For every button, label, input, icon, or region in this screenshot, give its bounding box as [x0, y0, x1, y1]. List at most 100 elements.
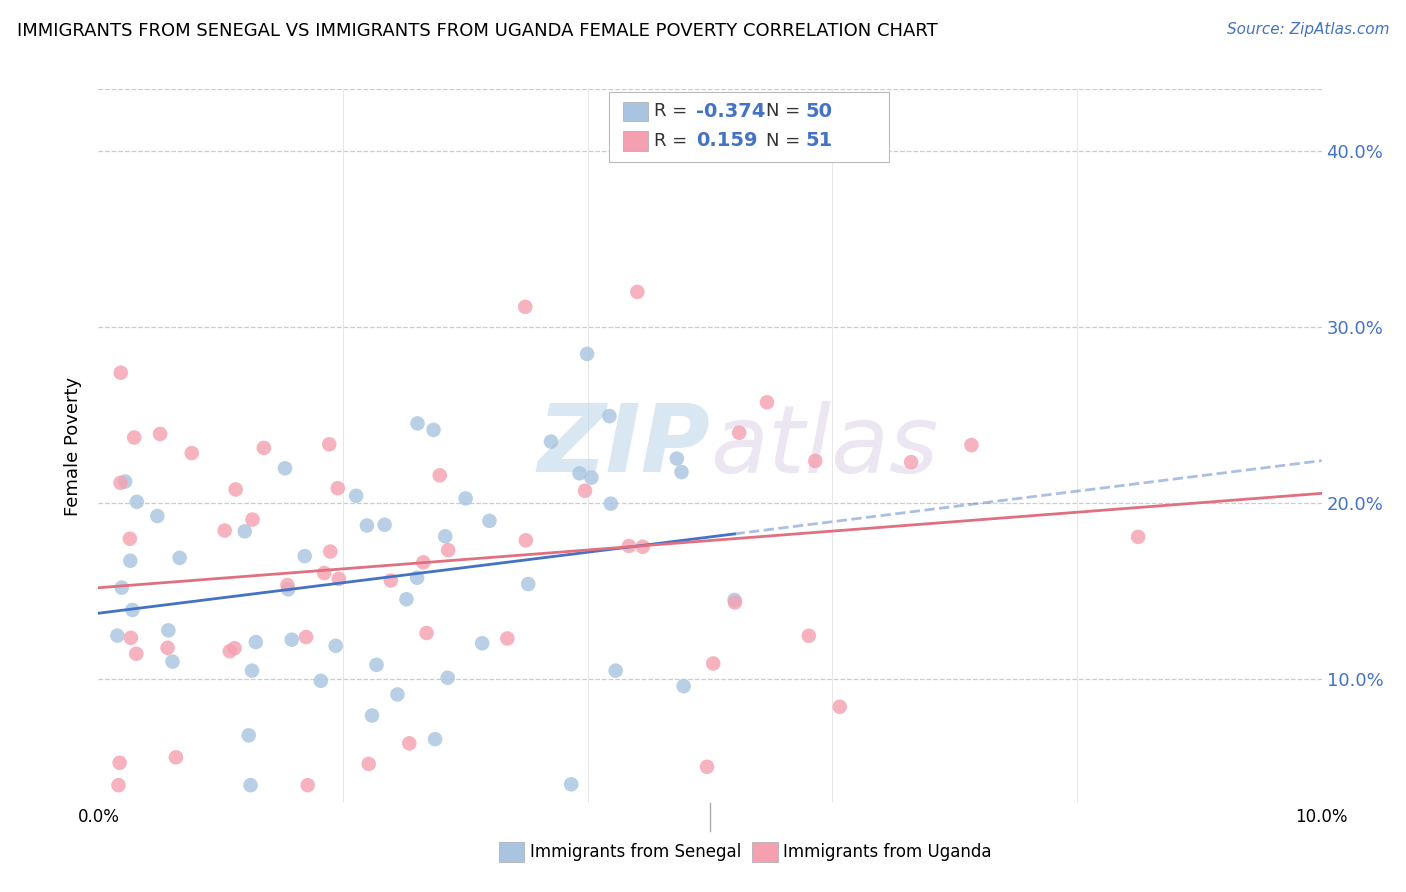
Point: [114, 475, 136, 489]
Point: [125, 495, 148, 509]
Point: [496, 632, 519, 646]
Point: [294, 549, 316, 563]
Point: [478, 514, 501, 528]
Point: [406, 417, 429, 431]
Point: [1128, 530, 1150, 544]
Point: [107, 778, 129, 792]
Point: [180, 446, 202, 460]
Point: [581, 470, 603, 484]
Point: [214, 524, 236, 538]
Point: [325, 639, 347, 653]
Point: [245, 635, 267, 649]
Point: [665, 451, 688, 466]
Point: [598, 409, 620, 423]
Point: [120, 631, 142, 645]
Point: [540, 434, 562, 449]
Point: [277, 582, 299, 597]
Point: [728, 425, 751, 440]
Point: [599, 497, 621, 511]
Point: [295, 630, 318, 644]
Point: [146, 509, 169, 524]
Point: [515, 533, 537, 548]
Point: [356, 518, 378, 533]
Point: [149, 426, 172, 441]
Point: [314, 566, 336, 580]
Point: [434, 529, 457, 543]
Point: [626, 285, 648, 299]
Point: [605, 664, 627, 678]
Point: [724, 595, 747, 609]
Text: atlas: atlas: [710, 401, 938, 491]
Text: Source: ZipAtlas.com: Source: ZipAtlas.com: [1226, 22, 1389, 37]
Point: [111, 581, 134, 595]
Point: [387, 688, 409, 702]
Point: [242, 512, 264, 526]
Point: [162, 655, 184, 669]
Point: [517, 577, 540, 591]
Point: [617, 539, 640, 553]
Point: [702, 657, 724, 671]
Point: [233, 524, 256, 539]
Point: [165, 750, 187, 764]
Point: [125, 647, 148, 661]
Point: [422, 423, 444, 437]
Point: [122, 430, 145, 444]
Point: [797, 629, 820, 643]
Point: [318, 437, 340, 451]
Point: [240, 664, 263, 678]
Text: -0.374: -0.374: [696, 102, 765, 121]
Point: [238, 728, 260, 742]
Point: [960, 438, 983, 452]
Point: [574, 483, 596, 498]
Point: [672, 679, 695, 693]
Point: [157, 624, 180, 638]
Point: [756, 395, 779, 409]
Text: N =: N =: [766, 132, 806, 150]
Point: [224, 641, 246, 656]
Point: [276, 578, 298, 592]
Point: [380, 574, 402, 588]
Point: [344, 489, 367, 503]
Point: [326, 481, 349, 495]
Point: [120, 554, 142, 568]
Point: [671, 465, 693, 479]
Text: 51: 51: [806, 131, 832, 151]
Y-axis label: Female Poverty: Female Poverty: [65, 376, 83, 516]
Point: [454, 491, 477, 506]
Point: [218, 644, 240, 658]
Point: [723, 593, 745, 607]
Point: [415, 626, 437, 640]
Point: [110, 475, 132, 490]
Point: [900, 455, 922, 469]
Point: [108, 756, 131, 770]
Point: [560, 777, 582, 791]
Point: [274, 461, 297, 475]
Point: [328, 572, 350, 586]
Point: [374, 517, 396, 532]
Point: [361, 708, 384, 723]
Point: [121, 603, 143, 617]
Text: IMMIGRANTS FROM SENEGAL VS IMMIGRANTS FROM UGANDA FEMALE POVERTY CORRELATION CHA: IMMIGRANTS FROM SENEGAL VS IMMIGRANTS FR…: [17, 22, 938, 40]
Text: 50: 50: [806, 102, 832, 121]
Point: [105, 629, 128, 643]
Point: [423, 732, 446, 747]
Point: [828, 699, 851, 714]
Point: [395, 592, 418, 607]
Point: [576, 347, 599, 361]
Point: [412, 555, 434, 569]
Point: [110, 366, 132, 380]
Point: [804, 454, 827, 468]
Point: [696, 760, 718, 774]
Point: [406, 571, 429, 585]
Point: [437, 543, 460, 558]
Point: [118, 532, 141, 546]
Point: [239, 778, 262, 792]
Point: [309, 673, 332, 688]
Text: N =: N =: [766, 103, 806, 120]
Point: [297, 778, 319, 792]
Point: [366, 657, 388, 672]
Point: [471, 636, 494, 650]
Text: ZIP: ZIP: [537, 400, 710, 492]
Point: [225, 483, 247, 497]
Text: Immigrants from Senegal: Immigrants from Senegal: [530, 843, 741, 861]
